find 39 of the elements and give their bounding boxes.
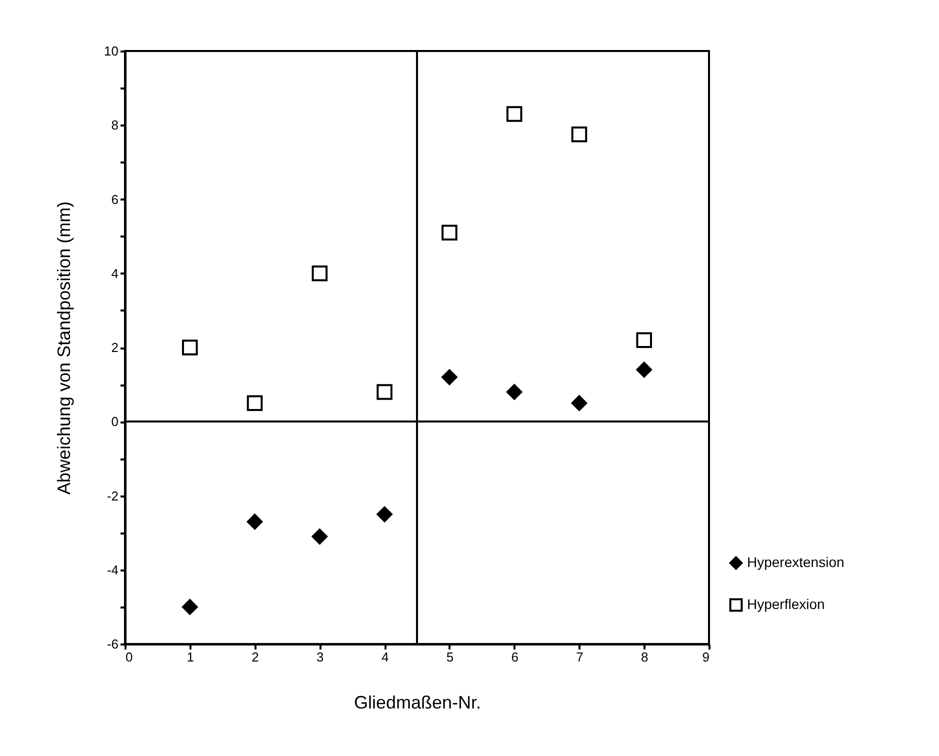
legend-label: Hyperextension bbox=[747, 554, 844, 570]
point bbox=[636, 362, 652, 378]
x-tick-label: 3 bbox=[316, 650, 324, 664]
x-tick-label: 1 bbox=[186, 650, 194, 664]
point bbox=[376, 384, 392, 400]
point bbox=[506, 106, 522, 122]
x-tick-label: 5 bbox=[446, 650, 454, 664]
y-tick-label: -4 bbox=[106, 562, 118, 578]
x-tick-label: 9 bbox=[702, 650, 710, 664]
y-axis-title: Abweichung von Standposition (mm) bbox=[54, 201, 74, 495]
y-tick-label: -2 bbox=[106, 488, 118, 504]
point bbox=[182, 599, 198, 615]
y-tick-label: 6 bbox=[111, 192, 118, 207]
x-tick-label: 7 bbox=[576, 650, 584, 664]
x-tick-label: 4 bbox=[381, 650, 389, 664]
y-tick-label: 2 bbox=[111, 340, 118, 355]
point bbox=[442, 224, 458, 240]
point bbox=[312, 528, 328, 544]
y-tick-label: -6 bbox=[106, 636, 118, 652]
point bbox=[246, 395, 263, 411]
point bbox=[571, 395, 588, 411]
point bbox=[312, 265, 328, 282]
y-tick-label: 10 bbox=[104, 44, 118, 58]
x-tick-label: 2 bbox=[252, 650, 259, 664]
point bbox=[376, 506, 392, 522]
point bbox=[506, 384, 522, 400]
point bbox=[246, 514, 263, 530]
x-axis-title: Gliedmaßen-Nr. bbox=[354, 692, 482, 712]
y-tick-label: 8 bbox=[111, 118, 118, 133]
point bbox=[182, 340, 198, 356]
y-tick-label: 4 bbox=[111, 266, 118, 281]
point bbox=[636, 332, 652, 348]
y-tick-label: 0 bbox=[111, 414, 118, 430]
legend-label: Hyperflexion bbox=[747, 596, 825, 612]
point bbox=[571, 126, 588, 142]
point bbox=[442, 369, 458, 386]
x-tick-label: 0 bbox=[126, 650, 133, 664]
x-tick-label: 8 bbox=[640, 650, 648, 664]
x-tick-label: 6 bbox=[511, 650, 518, 664]
